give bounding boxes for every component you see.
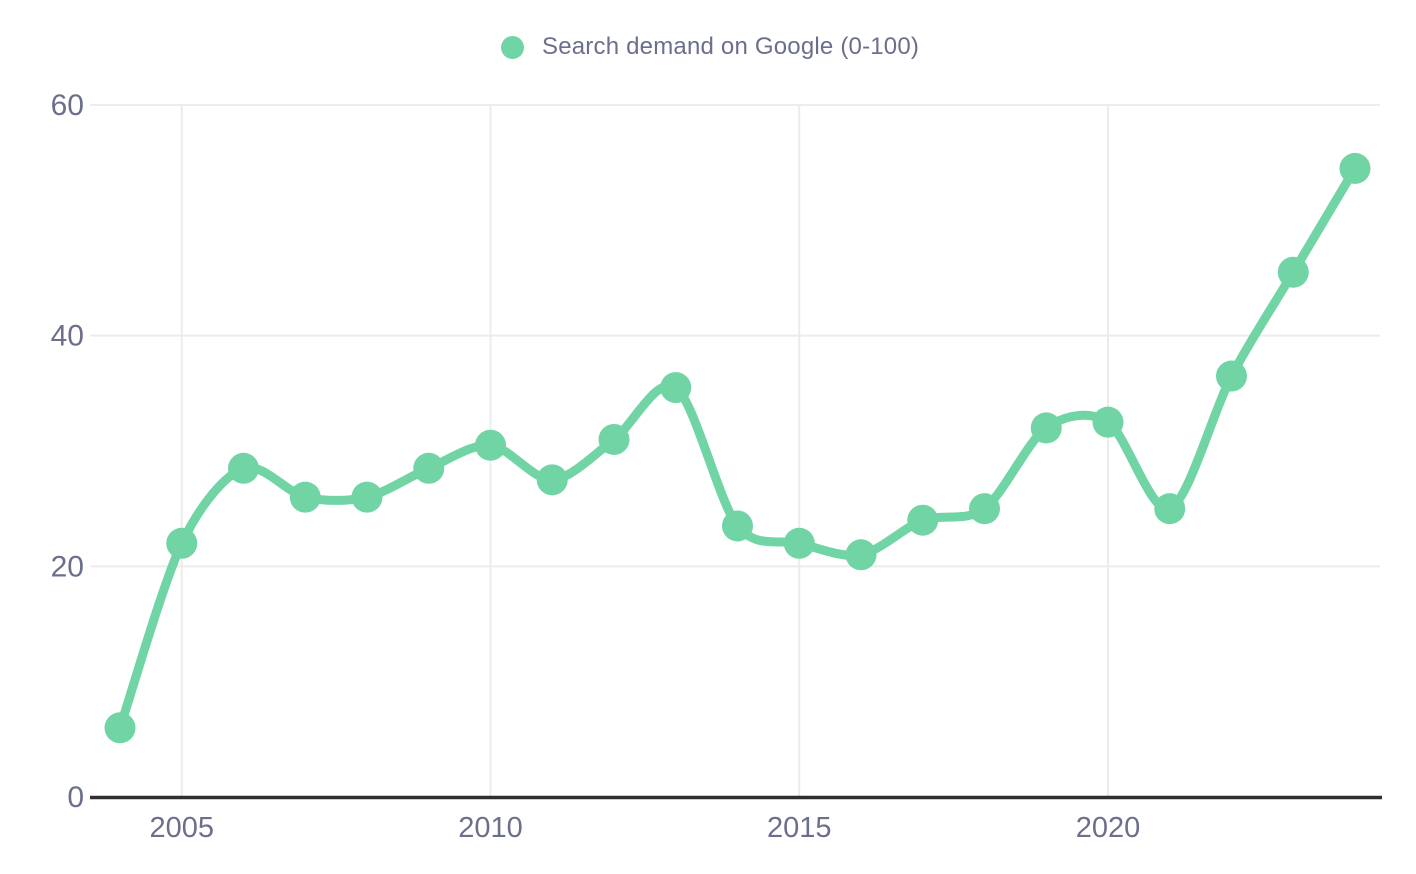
data-point[interactable]	[783, 527, 815, 559]
data-point[interactable]	[536, 464, 568, 496]
data-point[interactable]	[1277, 256, 1309, 288]
y-tick-label: 20	[51, 550, 84, 583]
x-tick-label: 2015	[767, 812, 832, 844]
y-tick-label: 40	[51, 320, 84, 353]
x-tick-label: 2005	[149, 812, 214, 844]
data-point[interactable]	[1154, 493, 1186, 525]
x-tick-label: 2010	[458, 812, 523, 844]
legend-marker-icon	[501, 35, 524, 59]
data-point[interactable]	[413, 452, 445, 484]
y-tick-label: 0	[67, 781, 84, 814]
data-point[interactable]	[166, 527, 198, 559]
data-point[interactable]	[104, 712, 136, 744]
data-point[interactable]	[351, 481, 383, 513]
data-point[interactable]	[1092, 406, 1124, 438]
data-point[interactable]	[228, 452, 259, 484]
data-point[interactable]	[660, 372, 692, 404]
data-point[interactable]	[1339, 152, 1371, 184]
data-point[interactable]	[845, 539, 877, 571]
data-point[interactable]	[969, 493, 1000, 525]
data-point[interactable]	[1216, 360, 1247, 392]
legend-item[interactable]: Search demand on Google (0-100)	[501, 33, 919, 61]
data-point[interactable]	[1030, 412, 1062, 444]
series-line	[115, 163, 1360, 733]
y-tick-label: 60	[51, 89, 84, 122]
data-point[interactable]	[722, 510, 753, 542]
data-point[interactable]	[598, 423, 630, 455]
data-point[interactable]	[907, 504, 939, 536]
x-tick-label: 2020	[1076, 812, 1141, 844]
data-point[interactable]	[475, 429, 506, 461]
data-point[interactable]	[289, 481, 321, 513]
legend-label: Search demand on Google (0-100)	[542, 33, 920, 60]
